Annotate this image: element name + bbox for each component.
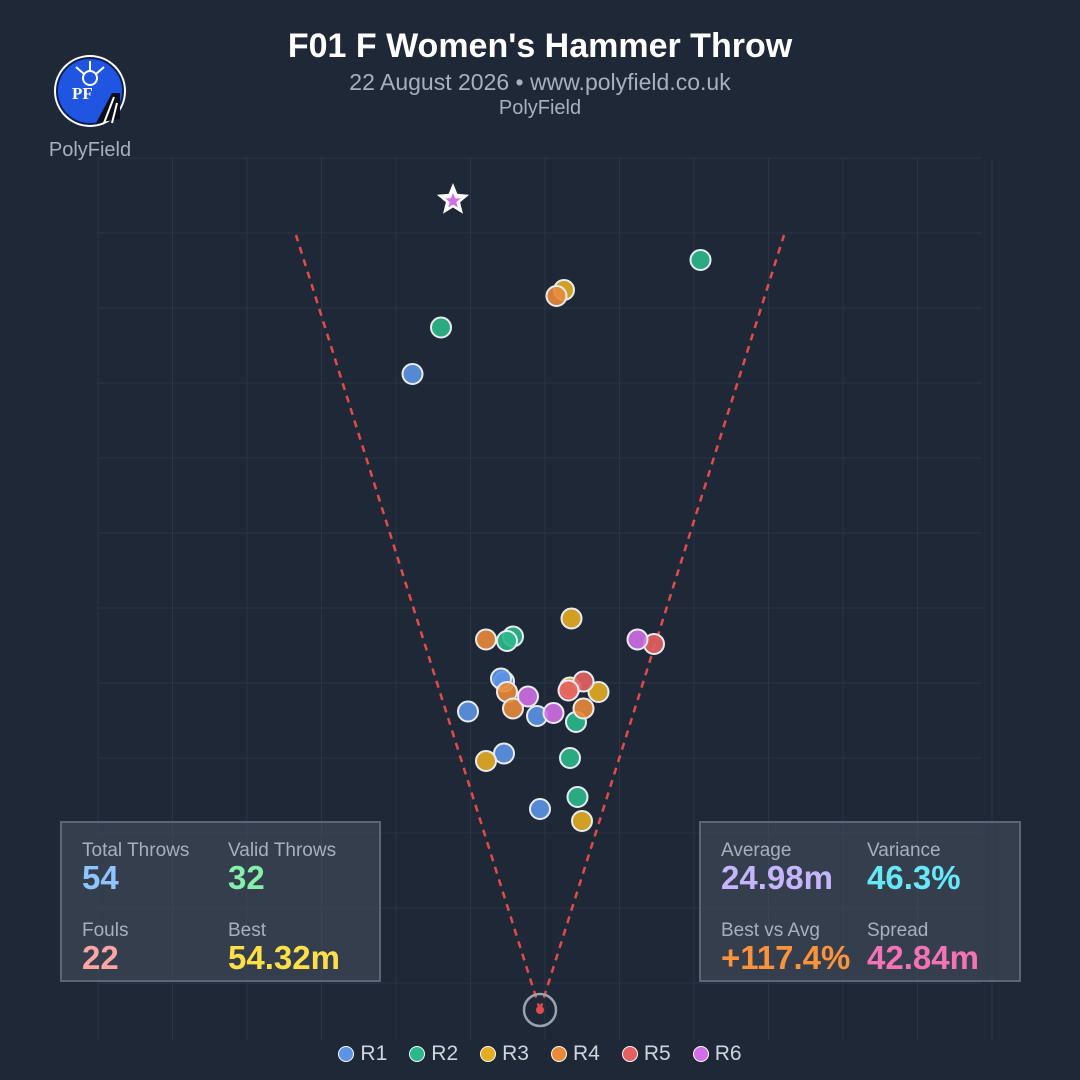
logo-label: PolyField: [48, 139, 132, 161]
stat-label: Spread: [867, 920, 929, 941]
throw-point-r3: [587, 681, 610, 703]
throw-point-r3: [571, 810, 593, 832]
stat-label: Valid Throws: [228, 840, 337, 861]
throw-point-r2: [496, 630, 518, 652]
throw-point-r6: [626, 628, 649, 651]
throwing-circle-center: [536, 1006, 544, 1014]
stat-value: +117.4%: [721, 939, 851, 976]
stat-best: Best 54.32m: [228, 921, 340, 975]
throw-point-r1: [493, 742, 515, 765]
legend-dot: [409, 1046, 426, 1062]
stat-value: 32: [228, 859, 265, 896]
stat-label: Total Throws: [82, 840, 190, 861]
stat-label: Best vs Avg: [721, 920, 820, 941]
throw-point-r2: [566, 786, 589, 808]
throw-points: [401, 249, 712, 832]
logo-text: PF: [72, 84, 93, 103]
throw-point-r3: [475, 750, 497, 772]
legend-label: R1: [360, 1042, 388, 1065]
throw-point-r1: [457, 700, 479, 723]
stat-label: Best: [228, 920, 267, 941]
throw-point-r4: [475, 628, 497, 651]
stat-fouls: Fouls 22: [82, 921, 128, 975]
stat-value: 24.98m: [721, 859, 833, 896]
legend-label: R6: [714, 1042, 742, 1065]
stat-value: 42.84m: [867, 939, 979, 976]
throwing-circle-ring: [522, 992, 558, 1028]
legend-label: R2: [431, 1042, 459, 1065]
organizer-label: PolyField: [498, 97, 582, 119]
legend-label: R4: [573, 1042, 600, 1065]
stat-average: Average 24.98m: [721, 841, 833, 895]
throw-point-r5: [557, 679, 580, 702]
legend-item-r2: R2: [409, 1042, 458, 1066]
legend-item-r5: R5: [621, 1042, 671, 1066]
legend: R1 R2 R3 R4 R5 R6: [0, 1042, 1080, 1066]
throw-point-r1: [401, 363, 424, 385]
polyfield-logo-icon: PF: [52, 53, 128, 129]
stat-label: Fouls: [82, 920, 129, 941]
legend-label: R3: [502, 1042, 529, 1065]
throw-point-r4: [502, 697, 524, 720]
legend-dot: [480, 1046, 497, 1062]
legend-dot: [551, 1046, 567, 1062]
legend-dot: [338, 1046, 355, 1062]
throw-point-r6: [542, 702, 565, 724]
stat-best-vs-avg: Best vs Avg +117.4%: [721, 921, 850, 975]
throw-point-r2: [430, 316, 452, 339]
throw-point-r6: [517, 685, 539, 708]
best-throw-star-inner: [445, 193, 461, 208]
throw-point-r4: [572, 697, 595, 720]
throw-point-r1: [529, 798, 551, 820]
sector-lines: [294, 234, 786, 1011]
stat-variance: Variance 46.3%: [867, 841, 961, 895]
legend-item-r6: R6: [692, 1042, 742, 1066]
throw-point-r3: [560, 607, 583, 630]
chart-title: F01 F Women's Hammer Throw: [287, 27, 793, 65]
stat-total-throws: Total Throws 54: [82, 841, 189, 895]
sector-line-left: [294, 234, 542, 1011]
throw-point-r2: [559, 747, 581, 769]
throw-point-r4: [545, 285, 568, 307]
legend-dot: [621, 1046, 638, 1062]
throw-point-r2: [689, 249, 712, 271]
stat-value: 22: [82, 939, 119, 976]
stats-panel-right: Average 24.98m Variance 46.3% Best vs Av…: [699, 821, 1021, 982]
stat-label: Average: [721, 840, 792, 861]
legend-label: R5: [643, 1042, 671, 1065]
legend-item-r4: R4: [551, 1042, 600, 1066]
stat-value: 54: [82, 859, 119, 896]
legend-item-r3: R3: [480, 1042, 529, 1066]
sector-line-right: [538, 234, 786, 1011]
stat-valid-throws: Valid Throws 32: [228, 841, 336, 895]
stat-value: 54.32m: [228, 939, 340, 976]
stat-value: 46.3%: [867, 859, 961, 896]
legend-item-r1: R1: [338, 1042, 387, 1066]
legend-dot: [692, 1046, 709, 1062]
stats-panel-left: Total Throws 54 Valid Throws 32 Fouls 22…: [60, 821, 381, 982]
stat-label: Variance: [867, 840, 941, 861]
throwing-circle: [522, 992, 558, 1028]
best-throw: [436, 183, 470, 214]
chart-subtitle: 22 August 2026 • www.polyfield.co.uk: [349, 69, 731, 95]
stat-spread: Spread 42.84m: [867, 921, 979, 975]
